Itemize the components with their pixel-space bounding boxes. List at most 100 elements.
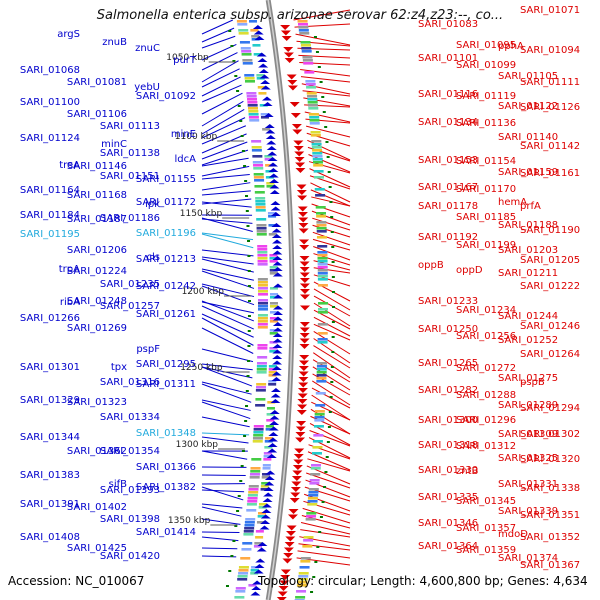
gene-connector-line [307, 451, 351, 471]
feature-band-minus [253, 434, 264, 437]
tick-mark [236, 510, 240, 512]
gene-arrow-minus [250, 591, 261, 596]
gene-label: oppB [418, 260, 444, 271]
gene-label: SARI_01275 [498, 373, 558, 384]
feature-band-minus [269, 317, 278, 320]
gene-connector-line [302, 90, 351, 97]
feature-band-minus [244, 521, 255, 524]
feature-band-plus [310, 131, 321, 134]
feature-band-plus [307, 500, 318, 503]
gene-connector-line [311, 387, 351, 409]
gene-arrow-plus [280, 30, 291, 36]
feature-band-plus [308, 104, 319, 107]
feature-band-minus [250, 470, 261, 473]
gene-arrow-minus [263, 113, 274, 117]
feature-band-minus [257, 86, 266, 89]
gene-label: ipk [145, 199, 160, 210]
gene-label: SARI_01196 [136, 228, 196, 239]
feature-band-plus [315, 404, 326, 407]
feature-band-plus [309, 116, 320, 119]
feature-band-minus [268, 371, 277, 374]
gene-label: SARI_01364 [418, 541, 478, 552]
feature-band-plus [308, 494, 319, 497]
gene-label: SARI_01318 [418, 440, 478, 451]
gene-connector-line [201, 84, 242, 103]
feature-band-minus [262, 128, 271, 131]
feature-band-minus [269, 293, 278, 296]
feature-band-minus [236, 20, 247, 23]
tick-mark [331, 351, 335, 353]
gene-arrow-plus [281, 36, 292, 41]
map-title: Salmonella enterica subsp. arizonae sero… [96, 8, 504, 23]
feature-band-minus [263, 458, 272, 461]
gene-label: SARI_01329 [20, 395, 80, 406]
accession-text: Accession: NC_010067 [8, 574, 145, 588]
feature-band-minus [257, 512, 266, 515]
feature-band-minus [247, 497, 258, 500]
feature-band-minus [269, 305, 278, 308]
gene-connector-line [313, 302, 351, 327]
gene-arrow-plus [295, 162, 306, 168]
feature-band-minus [247, 500, 258, 503]
tick-mark [324, 126, 328, 128]
gene-connector-line [201, 285, 255, 306]
gene-arrow-plus [280, 25, 291, 30]
gene-arrow-minus [269, 190, 280, 194]
gene-label: prfA [520, 201, 541, 212]
feature-band-plus [316, 371, 327, 374]
gene-connector-line [300, 529, 351, 538]
gene-connector-line [313, 288, 351, 311]
gene-label: SARI_01354 [100, 446, 160, 457]
gene-arrow-plus [291, 124, 302, 129]
feature-band-plus [311, 140, 322, 143]
gene-arrow-minus [271, 377, 282, 381]
feature-band-minus [248, 116, 259, 119]
gene-label: SARI_01100 [20, 97, 80, 108]
position-label: 1250 kbp [180, 363, 223, 373]
feature-band-minus [252, 161, 263, 164]
gene-arrow-plus [283, 553, 294, 558]
gene-arrow-minus [263, 487, 274, 491]
gene-label: SARI_01113 [100, 121, 160, 132]
feature-band-minus [269, 287, 278, 290]
feature-band-plus [314, 176, 325, 179]
feature-band-plus [302, 545, 313, 548]
feature-band-plus [315, 392, 326, 395]
feature-band-minus [264, 437, 273, 440]
feature-band-plus [305, 83, 316, 86]
feature-band-plus [305, 518, 316, 521]
feature-band-minus [247, 494, 258, 497]
feature-band-plus [298, 29, 309, 32]
gene-label: SARI_01159 [498, 167, 558, 178]
feature-band-plus [312, 152, 323, 155]
feature-band-plus [310, 134, 321, 137]
feature-band-plus [310, 473, 321, 476]
gene-arrow-plus [285, 536, 296, 542]
gene-label: SARI_01330 [418, 465, 478, 476]
gene-connector-line [201, 149, 249, 166]
gene-connector-line [201, 313, 254, 338]
gene-arrow-plus [299, 278, 310, 283]
gene-connector-line [313, 331, 351, 355]
feature-band-minus [253, 53, 262, 56]
feature-band-minus [246, 503, 257, 506]
gene-connector-line [201, 381, 252, 395]
tick-mark [310, 591, 314, 593]
feature-band-minus [256, 386, 267, 389]
tick-mark [232, 540, 236, 542]
gene-arrow-plus [292, 129, 303, 135]
tick-mark [325, 456, 329, 458]
tick-mark [325, 141, 329, 143]
gene-label: SARI_01119 [456, 91, 516, 102]
feature-band-minus [257, 263, 268, 266]
gene-label: SARI_01170 [456, 184, 516, 195]
gene-connector-line [201, 268, 255, 281]
feature-band-minus [252, 440, 263, 443]
gene-arrow-plus [297, 399, 308, 404]
gene-label: SARI_01122 [498, 101, 558, 112]
feature-band-minus [265, 425, 274, 428]
gene-connector-line [300, 69, 351, 77]
gene-label: SARI_01168 [67, 190, 127, 201]
gene-connector-line [201, 256, 254, 265]
gene-arrow-plus [278, 586, 289, 591]
